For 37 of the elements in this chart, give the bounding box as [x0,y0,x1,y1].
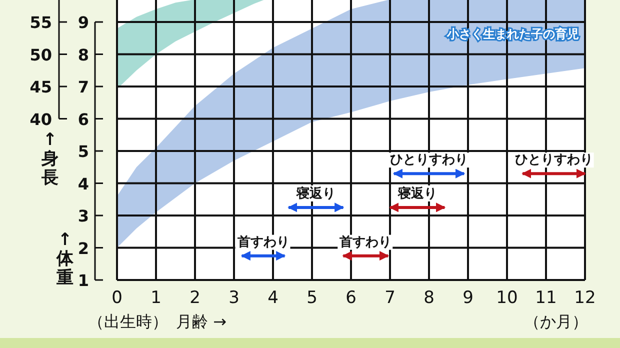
y2-axis-title: ↑身長 [40,130,58,188]
y2-tick-label: 45 [30,78,52,96]
y-tick-label: 3 [78,206,89,226]
y-tick-label: 2 [78,238,89,258]
y2-tick-label: 40 [30,110,52,129]
y-tick-label: 1 [78,271,89,290]
y2-tick-label: 55 [30,13,52,32]
text: （出生時） [88,312,168,331]
x-axis-title: 月齢 → [176,312,226,331]
series-label: 首すわり [338,234,392,250]
y-tick-label: 4 [78,174,89,194]
x-tick-label: 6 [346,288,356,308]
x-tick-label: 3 [228,288,240,308]
series-label: 寝返り [396,185,437,202]
y2-tick-label: 50 [30,45,52,64]
series-label: ひとりすわり [390,152,468,168]
x-tick-label: 11 [535,288,557,308]
x-tick-label: 9 [462,288,474,308]
x-tick-label: 8 [424,288,434,308]
y-tick-label: 9 [78,13,89,32]
x-tick-label: 7 [384,288,396,308]
y-tick-label: 8 [78,45,89,64]
x-tick-label: 4 [268,288,278,308]
y-tick-label: 5 [78,142,89,161]
y-tick-label: 6 [78,110,89,129]
x-tick-label: 10 [496,288,518,308]
y-axis-title: ↑体重 [56,230,74,288]
series-label: 首すわり [236,234,290,250]
x-tick-label: 2 [190,288,200,308]
series-label: ひとりすわり [514,152,593,168]
x-tick-label: 5 [306,288,318,308]
text: （か月） [524,312,588,331]
x-tick-label: 1 [150,288,162,308]
x-tick-label: 0 [112,288,122,308]
series-label: 寝返り [295,185,336,202]
y-tick-label: 7 [78,78,89,96]
x-tick-label: 12 [574,288,596,308]
